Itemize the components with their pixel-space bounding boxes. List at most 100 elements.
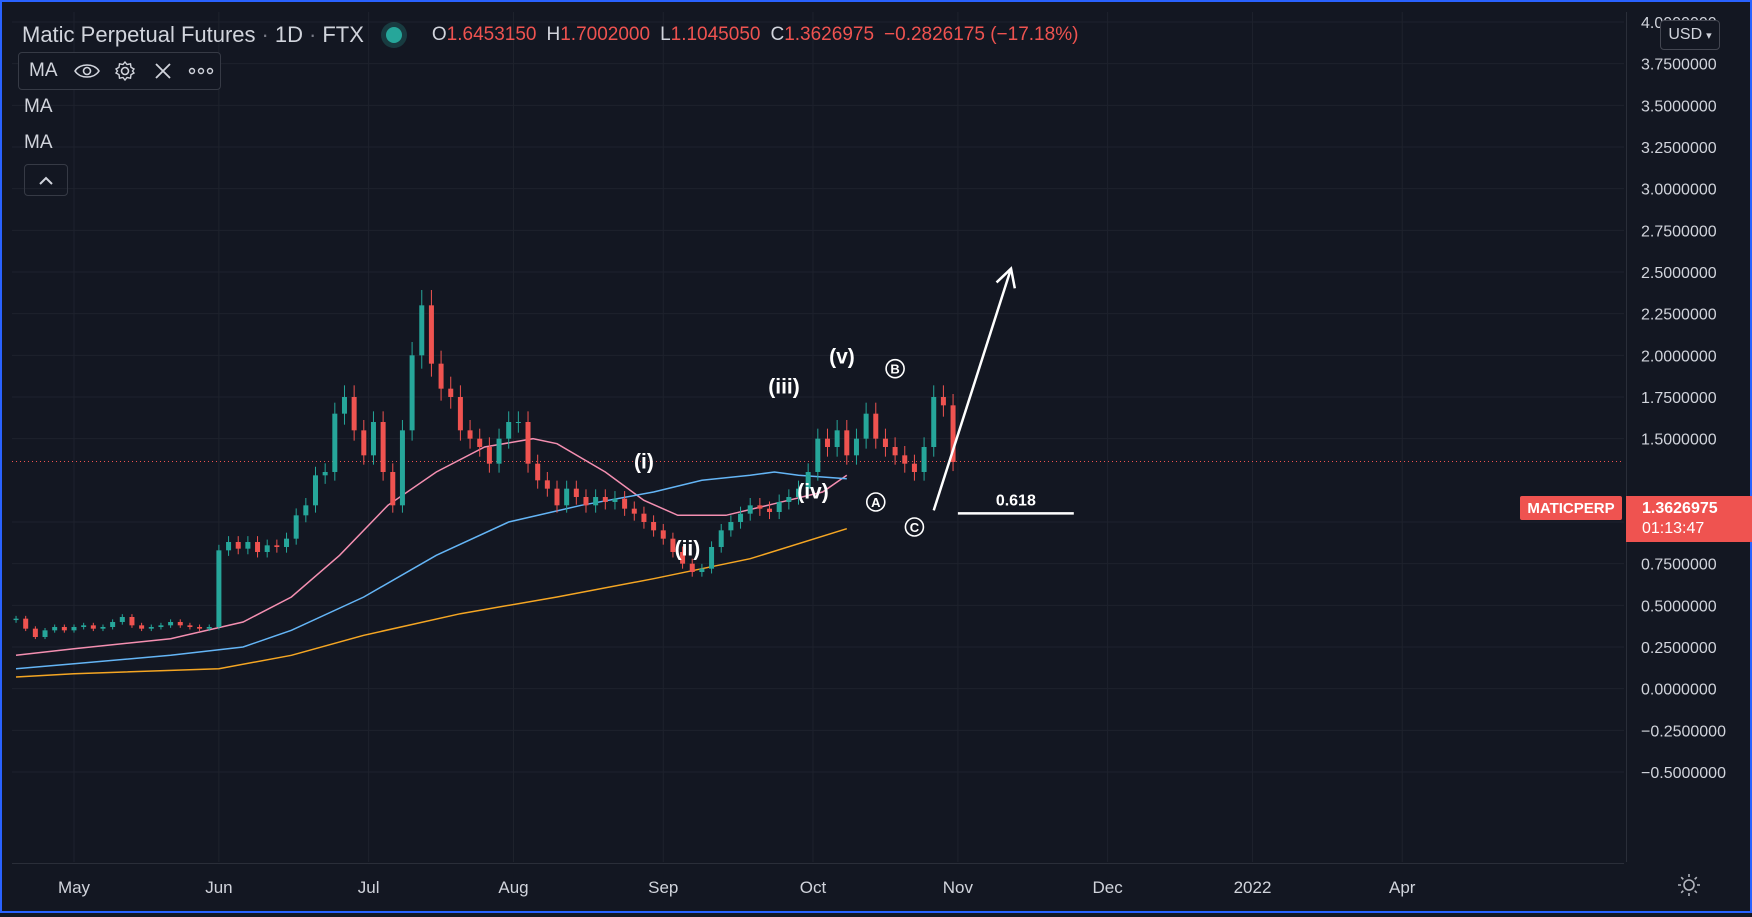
time-axis[interactable]: Apr May Jun Jul Aug Sep Oct Nov Dec 2022 — [12, 863, 1624, 912]
ma-indicator-row-3[interactable]: MA — [18, 132, 59, 154]
candle-body — [428, 305, 434, 364]
time-tick-label: Apr — [1389, 878, 1416, 897]
candle-body — [52, 627, 58, 631]
candle-body — [631, 508, 637, 514]
chart-legend: Matic Perpetual Futures · 1D · FTX O1.64… — [22, 22, 1078, 48]
candle-body — [284, 538, 290, 547]
candle-body — [902, 455, 908, 464]
last-price-value: 1.3626975 — [1642, 500, 1718, 517]
price-chart-svg[interactable]: (i) (ii) (iii) (iv) (v) A B C 0.618 — [12, 12, 1624, 862]
close-value: 1.3626975 — [784, 24, 875, 45]
candle-body — [680, 552, 686, 564]
candle-body — [245, 542, 251, 549]
low-value: 1.1045050 — [670, 24, 761, 45]
price-tick-label: 3.5000000 — [1641, 98, 1717, 115]
forecast-arrow-head — [995, 266, 1017, 289]
wave-circle-A — [865, 492, 886, 512]
price-tick-label: 2.0000000 — [1641, 348, 1717, 365]
interval-label[interactable]: 1D — [274, 22, 303, 47]
wave-circle-C — [904, 517, 925, 537]
time-tick-label: Jun — [205, 878, 232, 897]
candle-body — [486, 447, 492, 464]
candle-body — [747, 505, 753, 514]
eye-icon[interactable] — [72, 56, 102, 86]
candle-body — [873, 413, 879, 439]
symbol-title[interactable]: Matic Perpetual Futures — [22, 22, 256, 47]
candle-body — [767, 508, 773, 512]
market-status-dot[interactable] — [385, 27, 402, 43]
candle-body — [728, 522, 734, 531]
plot-area[interactable]: (i) (ii) (iii) (iv) (v) A B C 0.618 — [12, 12, 1624, 862]
ma-label[interactable]: MA — [24, 132, 53, 153]
candle-body — [351, 397, 357, 431]
candle-body — [670, 538, 676, 552]
currency-select[interactable]: USD ▾ — [1660, 20, 1720, 50]
wave-label: (iii) — [768, 376, 800, 399]
fib-level-label: 0.618 — [996, 492, 1036, 509]
candle-body — [709, 547, 715, 569]
price-axis[interactable]: 4.00000003.75000003.50000003.25000003.00… — [1626, 12, 1751, 862]
candle-body — [892, 447, 898, 456]
candle-body — [515, 422, 521, 423]
candle-body — [844, 430, 850, 456]
candle-body — [81, 625, 87, 627]
candle-body — [313, 475, 318, 506]
candle-body — [718, 530, 724, 547]
more-icon[interactable] — [186, 56, 216, 86]
candle-body — [71, 627, 77, 631]
collapse-indicators-button[interactable] — [24, 164, 68, 196]
price-tick-label: 1.7500000 — [1641, 390, 1717, 407]
candle-body — [370, 422, 376, 456]
candle-body — [32, 628, 38, 637]
candle-body — [544, 480, 550, 489]
ma-line-2 — [15, 471, 847, 670]
candle-body — [90, 625, 96, 629]
candle-body — [139, 625, 145, 629]
candle-body — [216, 550, 222, 627]
candle-body — [322, 472, 328, 476]
candle-body — [796, 488, 801, 497]
candle-body — [554, 488, 560, 506]
candle-body — [824, 438, 830, 447]
candle-body — [274, 545, 280, 547]
candle-body — [303, 505, 309, 516]
candle-body — [168, 622, 174, 626]
wave-circle-B — [885, 358, 905, 379]
candle-body — [61, 627, 67, 631]
candle-body — [776, 502, 782, 512]
price-tick-label: 3.7500000 — [1641, 57, 1717, 74]
ma-indicator-row-2[interactable]: MA — [18, 96, 59, 118]
candle-body — [390, 472, 396, 506]
candle-body — [593, 497, 599, 506]
time-axis-svg: Apr May Jun Jul Aug Sep Oct Nov Dec 2022 — [58, 878, 1416, 897]
price-tick-label: 3.0000000 — [1641, 182, 1717, 199]
close-label: C — [770, 24, 785, 45]
price-tick-label: 2.5000000 — [1641, 265, 1717, 282]
currency-label: USD — [1668, 26, 1703, 43]
candle-body — [255, 542, 261, 552]
ma-label[interactable]: MA — [29, 60, 58, 81]
settings-icon[interactable] — [1674, 870, 1704, 900]
ma-indicator-row-1[interactable]: MA — [18, 52, 221, 90]
candle-body — [622, 498, 628, 509]
candle-body — [641, 513, 647, 522]
candle-body — [950, 405, 956, 462]
wave-label: (i) — [634, 451, 654, 474]
price-tick-label: 0.2500000 — [1641, 640, 1717, 657]
candle-body — [506, 422, 512, 439]
candle-body — [651, 522, 657, 531]
gear-icon[interactable] — [110, 56, 140, 86]
price-tick-label: 3.2500000 — [1641, 140, 1717, 157]
price-tick-label: −0.5000000 — [1641, 765, 1726, 782]
candle-body — [100, 627, 106, 629]
chevron-up-icon — [39, 176, 53, 185]
candle-body — [110, 622, 116, 627]
close-icon[interactable] — [148, 56, 178, 86]
candle-body — [583, 497, 589, 506]
candle-body — [341, 397, 347, 414]
candle-body — [457, 397, 463, 431]
ma-label[interactable]: MA — [24, 96, 53, 117]
wave-label: (ii) — [675, 537, 701, 560]
candle-body — [293, 515, 299, 539]
candle-body — [931, 397, 937, 447]
